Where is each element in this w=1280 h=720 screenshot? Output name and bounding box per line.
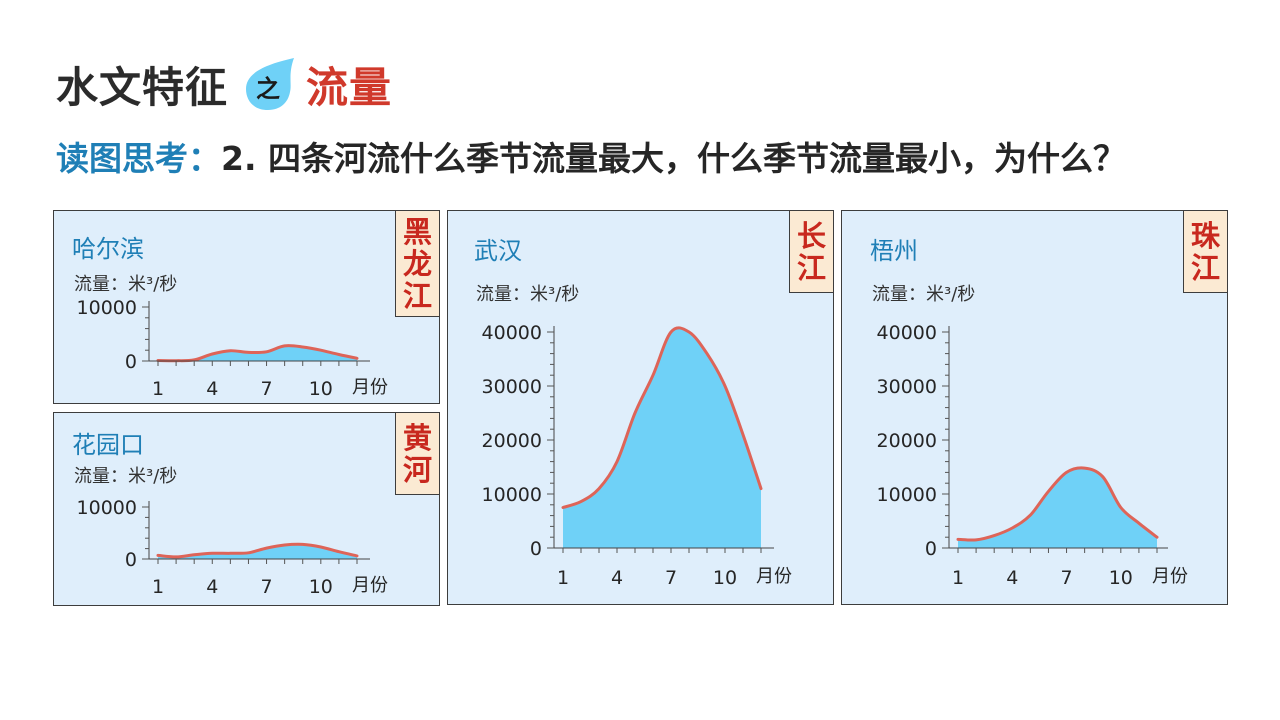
x-axis-label: 月份 — [756, 566, 792, 587]
x-axis-label: 月份 — [352, 575, 388, 596]
station-name: 武汉 — [474, 237, 522, 265]
question-label: 读图思考： — [56, 139, 221, 178]
river-tag-char: 黄 — [402, 420, 432, 455]
chart-panel-huanghe: 花园口 流量：米³/秒 黄河 0 10000 1 4 7 10 月份 — [53, 412, 440, 606]
x-tick-label: 7 — [260, 378, 272, 400]
y-tick-label: 0 — [125, 351, 137, 373]
y-tick-label: 40000 — [877, 322, 937, 344]
river-tag: 黑龙江 — [395, 211, 439, 317]
y-tick-label: 10000 — [877, 484, 937, 506]
station-name: 哈尔滨 — [72, 235, 144, 263]
y-tick-label: 10000 — [77, 297, 137, 319]
x-tick-label: 1 — [952, 567, 964, 589]
x-tick-label: 10 — [309, 378, 333, 400]
chart-panel-heilongjiang: 哈尔滨 流量：米³/秒 黑龙江 0 10000 1 4 7 10 月份 — [53, 210, 440, 404]
river-tag-char: 长 — [796, 218, 826, 253]
station-name: 梧州 — [870, 237, 918, 265]
x-tick-label: 1 — [152, 378, 164, 400]
x-tick-label: 1 — [152, 576, 164, 598]
river-tag-char: 龙 — [402, 246, 432, 281]
river-tag-char: 河 — [402, 452, 432, 487]
y-tick-label: 20000 — [482, 430, 542, 452]
x-tick-label: 7 — [260, 576, 272, 598]
x-tick-label: 4 — [206, 576, 218, 598]
y-tick-label: 40000 — [482, 322, 542, 344]
x-tick-label: 4 — [206, 378, 218, 400]
x-axis-label: 月份 — [352, 377, 388, 398]
flow-line — [956, 466, 1159, 542]
y-tick-label: 0 — [925, 538, 937, 560]
flow-chart: 0 10000 1 4 7 10 月份 — [77, 497, 388, 598]
x-tick-label: 10 — [1109, 567, 1133, 589]
flow-chart: 0 10000 20000 30000 40000 1 4 7 10 月份 — [482, 322, 792, 589]
river-tag: 长江 — [789, 211, 833, 293]
chart-panel-changjiang: 武汉 流量：米³/秒 长江 0 10000 20000 30000 40000 1 4 7 10… — [447, 210, 834, 605]
x-tick-label: 4 — [611, 567, 623, 589]
water-drop-icon: 之 — [242, 56, 300, 112]
chart-panel-zhujiang: 梧州 流量：米³/秒 珠江 0 10000 20000 30000 40000 1 4 7 10… — [841, 210, 1228, 605]
flow-chart: 0 10000 20000 30000 40000 1 4 7 10 月份 — [877, 322, 1188, 589]
flow-unit-label: 流量：米³/秒 — [872, 284, 976, 305]
river-tag-char: 江 — [796, 250, 826, 285]
x-tick-label: 7 — [1060, 567, 1072, 589]
y-tick-label: 0 — [125, 549, 137, 571]
flow-line — [561, 326, 763, 509]
flow-unit-label: 流量：米³/秒 — [74, 274, 178, 295]
y-tick-label: 20000 — [877, 430, 937, 452]
x-tick-label: 7 — [665, 567, 677, 589]
title-accent: 流量 — [306, 62, 393, 112]
flow-area — [958, 467, 1157, 548]
river-tag: 珠江 — [1183, 211, 1227, 293]
flow-line — [156, 542, 359, 559]
river-tag-char: 珠 — [1190, 218, 1220, 253]
y-tick-label: 0 — [530, 538, 542, 560]
flow-unit-label: 流量：米³/秒 — [74, 466, 178, 487]
title-connector: 之 — [256, 74, 281, 103]
y-tick-label: 30000 — [482, 376, 542, 398]
river-tag-char: 江 — [1190, 250, 1220, 285]
question-text: 2. 四条河流什么季节流量最大，什么季节流量最小，为什么？ — [221, 139, 1126, 178]
river-tag-char: 黑 — [402, 214, 432, 249]
flow-unit-label: 流量：米³/秒 — [476, 284, 580, 305]
x-tick-label: 10 — [713, 567, 737, 589]
flow-chart: 0 10000 1 4 7 10 月份 — [77, 297, 388, 400]
station-name: 花园口 — [72, 431, 144, 459]
x-tick-label: 4 — [1006, 567, 1018, 589]
x-tick-label: 1 — [557, 567, 569, 589]
slide-title: 水文特征 之 流量 — [56, 54, 392, 114]
x-tick-label: 10 — [309, 576, 333, 598]
river-tag-char: 江 — [402, 278, 432, 313]
question: 读图思考： 2. 四条河流什么季节流量最大，什么季节流量最小，为什么？ — [56, 134, 1126, 178]
y-tick-label: 10000 — [77, 497, 137, 519]
flow-area — [563, 327, 761, 548]
x-axis-label: 月份 — [1152, 566, 1188, 587]
y-tick-label: 30000 — [877, 376, 937, 398]
river-tag: 黄河 — [395, 413, 439, 495]
title-main: 水文特征 — [56, 62, 229, 112]
y-tick-label: 10000 — [482, 484, 542, 506]
flow-line — [156, 344, 359, 363]
